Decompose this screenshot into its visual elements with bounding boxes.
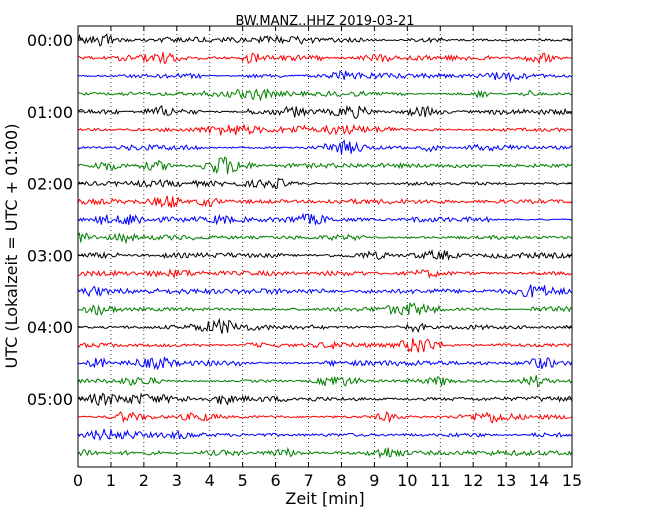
seismogram-trace <box>77 302 573 316</box>
seismogram-trace <box>77 356 573 371</box>
seismogram-trace <box>77 411 573 425</box>
seismogram-trace <box>77 88 573 102</box>
x-tick-label: 12 <box>463 471 483 490</box>
x-tick-label: 14 <box>529 471 549 490</box>
plot-frame <box>77 25 573 468</box>
y-axis-ticks: 00:00 01:00 02:00 03:00 04:00 05:00 <box>27 31 572 409</box>
y-tick-label: 01:00 <box>27 103 73 122</box>
seismogram-trace <box>77 317 573 334</box>
y-axis-label: UTC (Lokalzeit = UTC + 01:00) <box>2 124 21 369</box>
seismogram-trace <box>77 177 573 190</box>
seismogram-trace <box>77 70 573 83</box>
seismogram-trace <box>77 195 573 208</box>
x-axis-label: Zeit [min] <box>285 489 364 508</box>
seismogram-trace <box>77 284 573 298</box>
x-tick-label: 11 <box>430 471 450 490</box>
seismogram-trace <box>77 33 573 47</box>
seismogram-trace <box>77 123 573 136</box>
x-tick-label: 0 <box>73 471 83 490</box>
x-tick-label: 6 <box>271 471 281 490</box>
x-tick-label: 13 <box>496 471 516 490</box>
seismogram-trace <box>77 139 573 155</box>
x-tick-label: 8 <box>336 471 346 490</box>
x-tick-label: 9 <box>369 471 379 490</box>
seismogram-trace <box>77 212 573 226</box>
y-tick-label: 00:00 <box>27 31 73 50</box>
vertical-gridlines <box>110 26 540 467</box>
seismogram-trace <box>77 428 573 442</box>
seismogram-trace <box>77 392 573 407</box>
x-tick-label: 3 <box>172 471 182 490</box>
x-tick-label: 4 <box>205 471 215 490</box>
x-tick-label: 2 <box>139 471 149 490</box>
x-tick-label: 7 <box>303 471 313 490</box>
seismogram-trace <box>77 51 573 65</box>
seismogram-trace <box>77 268 572 280</box>
x-tick-label: 1 <box>106 471 116 490</box>
x-tick-label: 15 <box>562 471 582 490</box>
seismogram-trace <box>77 156 573 175</box>
seismogram-traces <box>77 33 573 459</box>
seismogram-trace <box>77 104 573 119</box>
x-axis-ticks: 0 1 2 3 4 5 6 7 8 9 10 11 12 13 14 15 <box>73 26 582 490</box>
chart-title: BW.MANZ..HHZ 2019-03-21 <box>235 14 414 29</box>
seismogram-trace <box>77 248 573 261</box>
plot-area: 0 1 2 3 4 5 6 7 8 9 10 11 12 13 14 15 00:0001:0002:0003… <box>27 25 582 490</box>
y-tick-label: 04:00 <box>27 318 73 337</box>
seismogram-trace <box>77 446 573 459</box>
y-tick-label: 02:00 <box>27 175 73 194</box>
seismogram-trace <box>77 232 573 245</box>
plot-background <box>78 26 572 467</box>
x-tick-label: 5 <box>238 471 248 490</box>
y-tick-label: 03:00 <box>27 246 73 265</box>
x-tick-label: 10 <box>397 471 417 490</box>
seismogram-trace <box>77 375 573 388</box>
seismogram-trace <box>77 338 572 353</box>
y-tick-label: 05:00 <box>27 390 73 409</box>
